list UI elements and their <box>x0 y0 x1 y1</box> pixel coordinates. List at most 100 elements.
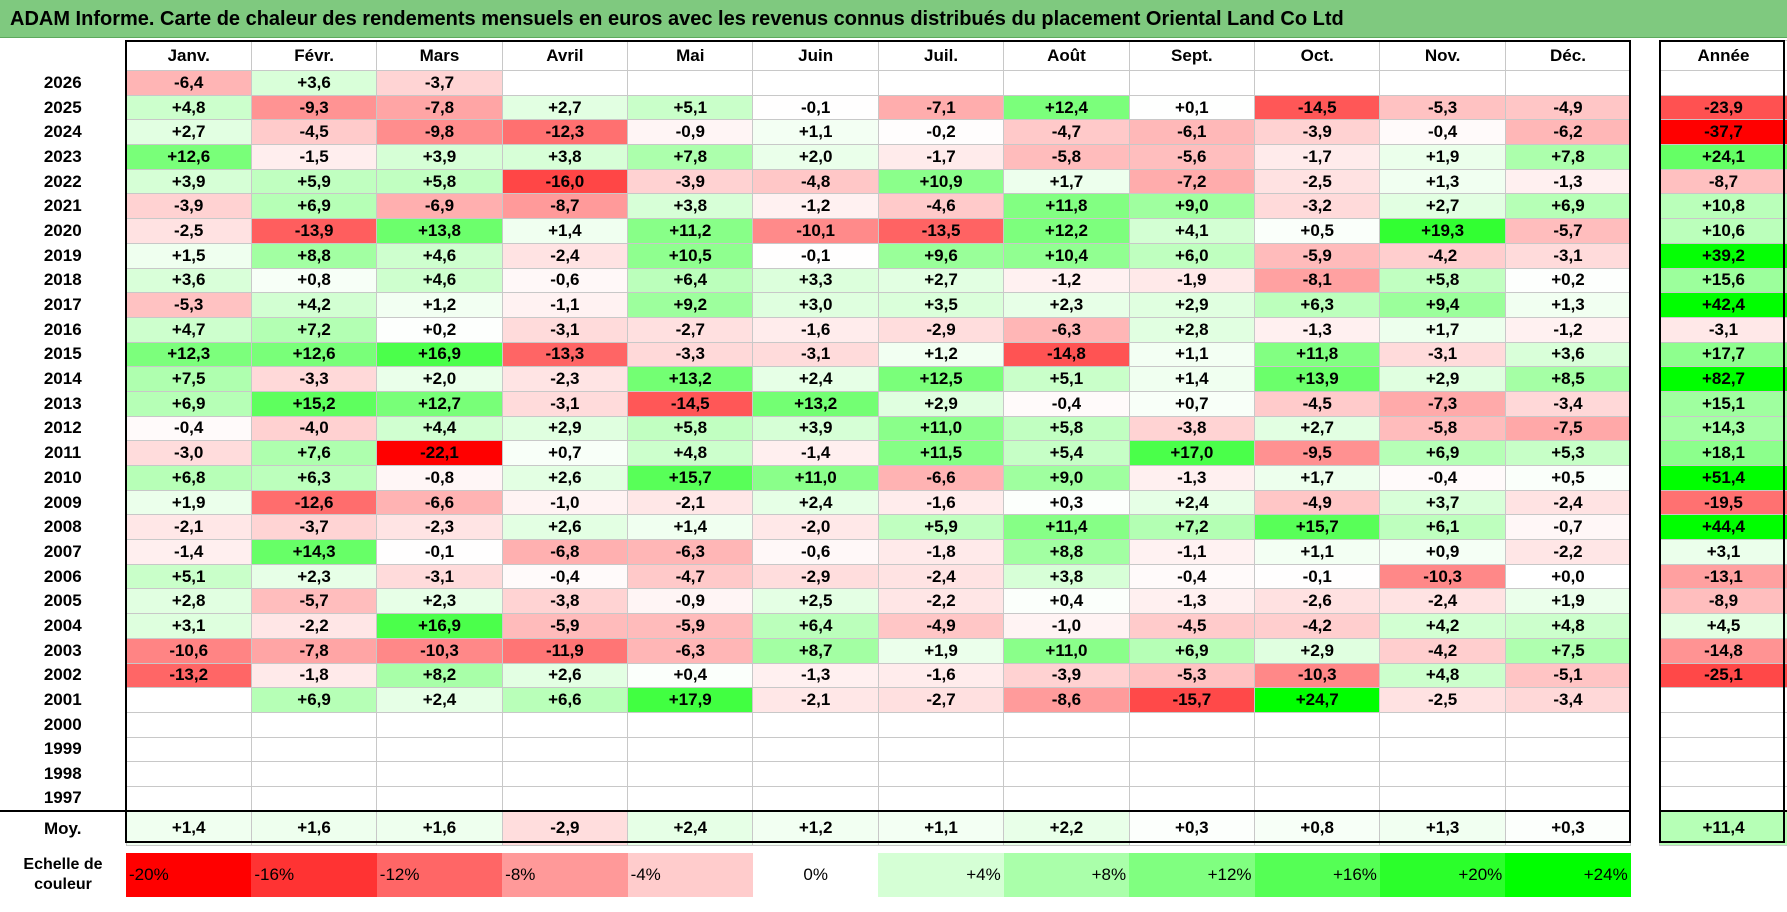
heatmap-cell: +12,6 <box>125 144 252 170</box>
heatmap-cell: +5,8 <box>1003 415 1130 442</box>
heatmap-cell: +10,5 <box>627 242 754 269</box>
heatmap-cell: +10,9 <box>877 168 1005 195</box>
year-label: 1998 <box>43 764 82 784</box>
heatmap-cell: -14,5 <box>627 390 754 417</box>
heatmap-cell: -13,9 <box>250 218 378 244</box>
heatmap-cell: +4,2 <box>1379 613 1506 639</box>
average-label: Moy. <box>0 810 126 846</box>
heatmap-cell: -1,7 <box>1254 144 1381 170</box>
heatmap-cell: +7,5 <box>125 366 252 392</box>
heatmap-cell: +5,8 <box>1379 267 1506 294</box>
heatmap-cell: -5,9 <box>1254 242 1381 269</box>
heatmap-cell: +14,3 <box>250 539 378 565</box>
heatmap-cell: -1,8 <box>250 662 378 689</box>
heatmap-cell: +8,5 <box>1504 366 1632 392</box>
heatmap-cell: -1,9 <box>1128 267 1256 294</box>
year-label: 2004 <box>43 615 82 635</box>
heatmap-cell: -1,4 <box>752 440 879 466</box>
heatmap-cell: +1,9 <box>877 637 1005 664</box>
heatmap-cell <box>1128 761 1256 787</box>
heatmap-cell: -10,3 <box>376 637 503 664</box>
heatmap-cell: -8,7 <box>501 193 629 220</box>
heatmap-cell: -1,8 <box>877 539 1005 565</box>
heatmap-cell: -2,4 <box>501 242 629 269</box>
heatmap-cell: -6,4 <box>125 70 252 96</box>
heatmap-cell: -3,9 <box>1003 662 1130 689</box>
heatmap-cell: +11,0 <box>752 465 879 491</box>
heatmap-cell <box>1254 785 1381 812</box>
heatmap-cell: -6,6 <box>376 489 503 516</box>
heatmap-cell <box>877 711 1005 738</box>
heatmap-cell: +5,8 <box>627 415 754 442</box>
heatmap-cell: +8,2 <box>376 662 503 689</box>
heatmap-cell: -0,8 <box>376 465 503 491</box>
table-row: 1999 <box>0 736 1632 763</box>
heatmap-cell: -8,6 <box>1003 687 1130 713</box>
heatmap-cell: -0,1 <box>1254 563 1381 590</box>
heatmap-cell: +6,6 <box>501 687 629 713</box>
heatmap-cell: +4,1 <box>1128 218 1256 244</box>
heatmap-cell: -0,4 <box>125 415 252 442</box>
heatmap-cell: +11,0 <box>877 415 1005 442</box>
heatmap-cell: +4,8 <box>125 94 252 121</box>
heatmap-cell: +3,8 <box>627 193 754 220</box>
heatmap-cell: -3,1 <box>501 390 629 417</box>
heatmap-cell: +2,3 <box>1003 292 1130 318</box>
annual-cell: -8,7 <box>1659 168 1787 195</box>
heatmap-cell: +2,6 <box>501 662 629 689</box>
heatmap-cell: -5,9 <box>627 613 754 639</box>
heatmap-cell: -3,3 <box>250 366 378 392</box>
color-scale-legend: Echelle de couleur -20% -16% -12% -8% -4% 0% +… <box>0 850 1631 900</box>
heatmap-cell <box>1003 70 1130 96</box>
heatmap-cell: -3,9 <box>125 193 252 220</box>
heatmap-cell: +2,4 <box>1128 489 1256 516</box>
heatmap-cell: +2,4 <box>752 366 879 392</box>
year-label: 2018 <box>43 270 82 290</box>
heatmap-cell: -5,7 <box>1504 218 1632 244</box>
heatmap-cell: -1,1 <box>1128 539 1256 565</box>
year-label: 2016 <box>43 319 82 339</box>
year-label: 2000 <box>43 714 82 734</box>
month-header: Nov. <box>1379 40 1506 71</box>
table-row: 2016 +4,7 +7,2 +0,2 -3,1 -2,7 -1,6 -2,9 -6,3 +2,8… <box>0 316 1632 343</box>
year-label: 1997 <box>43 788 82 808</box>
heatmap-cell: +1,9 <box>125 489 252 516</box>
heatmap-cell: -11,9 <box>501 637 629 664</box>
heatmap-cell: +1,2 <box>376 292 503 318</box>
heatmap-cell: +0,0 <box>1504 563 1632 590</box>
heatmap-cell: +4,8 <box>627 440 754 466</box>
month-header: Juin <box>752 40 879 71</box>
heatmap-cell: +1,9 <box>1504 588 1632 615</box>
heatmap-cell: +6,9 <box>1504 193 1632 220</box>
heatmap-cell: -2,9 <box>877 316 1005 343</box>
heatmap-cell: +4,6 <box>376 242 503 269</box>
average-cell: +2,4 <box>627 810 754 846</box>
heatmap-cell: +3,3 <box>752 267 879 294</box>
heatmap-cell: +5,9 <box>250 168 378 195</box>
year-label: 2007 <box>43 541 82 561</box>
heatmap-cell: +2,3 <box>376 588 503 615</box>
heatmap-cell: -2,7 <box>627 316 754 343</box>
heatmap-cell: +7,2 <box>250 316 378 343</box>
heatmap-cell: +7,8 <box>627 144 754 170</box>
table-row: 2026 -6,4 +3,6 -3,7 <box>0 70 1632 96</box>
heatmap-cell: -1,6 <box>752 316 879 343</box>
heatmap-cell: +10,4 <box>1003 242 1130 269</box>
average-cell: +0,8 <box>1254 810 1381 846</box>
heatmap-cell: -5,6 <box>1128 144 1256 170</box>
heatmap-cell: +9,0 <box>1003 465 1130 491</box>
heatmap-cell: -4,5 <box>1128 613 1256 639</box>
heatmap-cell: +5,1 <box>1003 366 1130 392</box>
heatmap-cell: -15,7 <box>1128 687 1256 713</box>
year-label: 2015 <box>43 344 82 364</box>
table-row: 2009 +1,9 -12,6 -6,6 -1,0 -2,1 +2,4 -1,6 +0,3 +2,… <box>0 489 1632 516</box>
heatmap-cell: +1,7 <box>1379 316 1506 343</box>
heatmap-cell: -1,2 <box>1504 316 1632 343</box>
heatmap-cell: +0,4 <box>627 662 754 689</box>
heatmap-cell: +5,1 <box>627 94 754 121</box>
heatmap-cell: +5,4 <box>1003 440 1130 466</box>
heatmap-cell: +12,3 <box>125 341 252 368</box>
heatmap-cell: -1,5 <box>250 144 378 170</box>
heatmap-cell: +9,2 <box>627 292 754 318</box>
heatmap-cell: +8,8 <box>1003 539 1130 565</box>
